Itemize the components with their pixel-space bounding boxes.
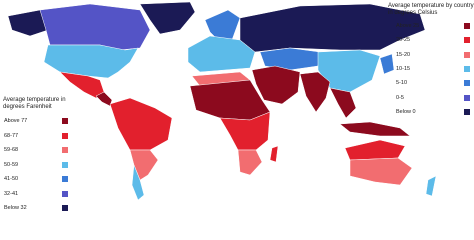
russia [239, 3, 426, 53]
central-america [95, 91, 113, 107]
middle-east [251, 65, 301, 105]
legend-label: 68-77 [4, 132, 19, 139]
scandinavia [204, 9, 241, 41]
legend-swatch [62, 132, 68, 139]
patagonia [131, 164, 145, 201]
southeast-asia [329, 87, 357, 119]
legend-label: 20-25 [396, 37, 411, 44]
celsius-legend-title: Average temperature by country in degree… [388, 3, 474, 16]
legend-label: 10-15 [396, 65, 411, 72]
legend-swatch [464, 94, 470, 101]
usa [43, 44, 139, 79]
world-map [7, 1, 437, 201]
map-page: Average temperature by country in degree… [3, 1, 474, 211]
fahrenheit-legend-title: Average temperature in degrees Farenheit [3, 97, 66, 110]
legend-swatch [62, 190, 68, 197]
legend-label: 50-59 [4, 161, 19, 168]
indonesia [339, 121, 411, 137]
alaska [7, 9, 49, 37]
south-america-north [109, 97, 173, 151]
central-asia [259, 47, 321, 71]
legend-label: Above 25 [396, 23, 420, 29]
legend-swatch [464, 65, 470, 72]
europe [187, 35, 256, 73]
legend-label: 15-20 [396, 51, 411, 58]
legend-swatch [464, 80, 470, 87]
south-australia [349, 157, 413, 186]
legend-label: 59-68 [4, 147, 19, 153]
legend-swatch [464, 23, 470, 29]
legend-label: Above 77 [4, 118, 28, 124]
madagascar [269, 145, 279, 163]
legend-swatch [464, 51, 470, 58]
legend-label: Below 0 [396, 108, 416, 115]
legend-swatch [62, 118, 68, 124]
legend-swatch [464, 108, 470, 115]
legend-swatch [62, 147, 68, 153]
japan-korea [379, 53, 395, 75]
legend-swatch [62, 205, 68, 211]
india [299, 71, 331, 113]
legend-label: 0-5 [396, 94, 404, 101]
china [317, 49, 381, 93]
legend-swatch [464, 37, 470, 44]
legend-label: Below 32 [4, 205, 27, 211]
southern-africa [237, 149, 263, 176]
legend-swatch [62, 176, 68, 182]
central-africa [219, 111, 271, 151]
new-zealand [425, 175, 437, 197]
legend-label: 5-10 [396, 80, 408, 87]
legend-label: 32-41 [4, 190, 19, 197]
legend-label: 41-50 [4, 176, 19, 182]
legend-swatch [62, 161, 68, 168]
greenland [139, 1, 196, 35]
canada [39, 3, 151, 51]
north-australia [344, 139, 406, 161]
